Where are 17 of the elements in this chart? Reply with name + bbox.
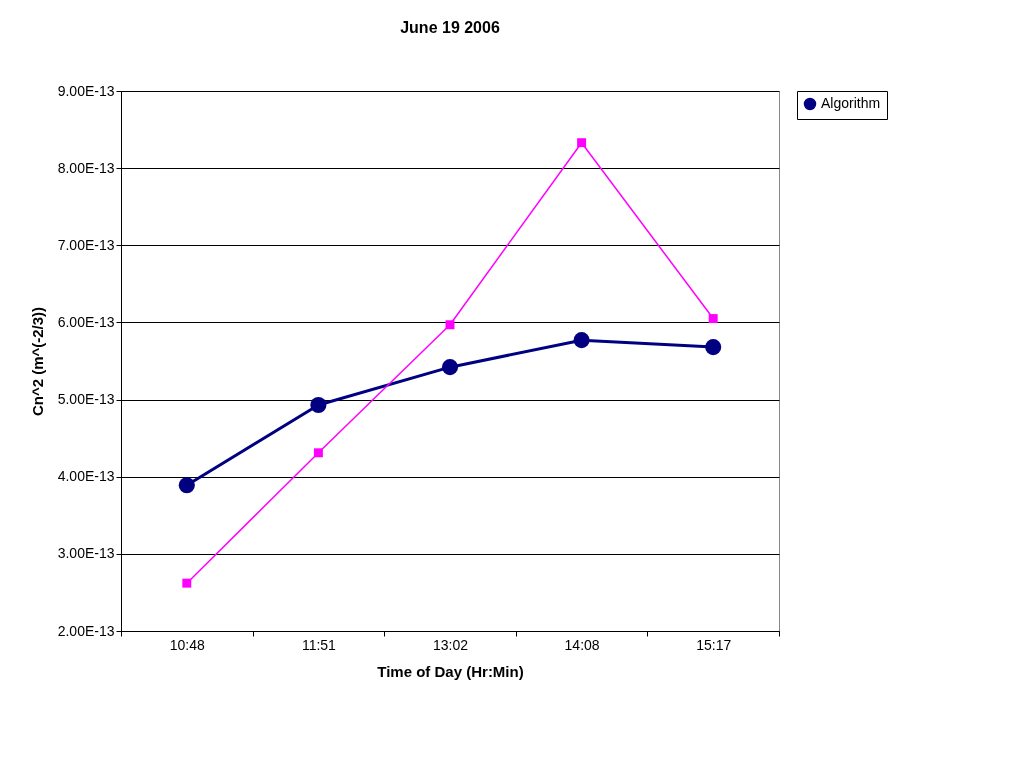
x-tick-label: 14:08 xyxy=(564,636,600,653)
y-tick-label: 8.00E-13 xyxy=(57,159,115,176)
y-tick-label: 9.00E-13 xyxy=(57,82,115,99)
y-tick-label: 7.00E-13 xyxy=(57,236,115,253)
chart-title: June 19 2006 xyxy=(400,19,500,36)
x-tick-label: 11:51 xyxy=(301,636,337,653)
y-tick-label: 4.00E-13 xyxy=(57,468,115,485)
x-axis-title: Time of Day (Hr:Min) xyxy=(377,662,524,680)
legend-label: Algorithm xyxy=(821,95,881,111)
y-tick-label: 5.00E-13 xyxy=(57,391,115,408)
x-tick-label: 10:48 xyxy=(169,636,206,653)
x-tick-label: 13:02 xyxy=(432,636,469,653)
y-tick-label: 3.00E-13 xyxy=(57,545,115,562)
y-tick-label: 2.00E-13 xyxy=(57,622,115,639)
y-axis-title: Cn^2 (m^(-2/3)) xyxy=(28,306,46,417)
y-tick-label: 6.00E-13 xyxy=(57,313,115,330)
x-tick-label: 15:17 xyxy=(696,636,732,653)
